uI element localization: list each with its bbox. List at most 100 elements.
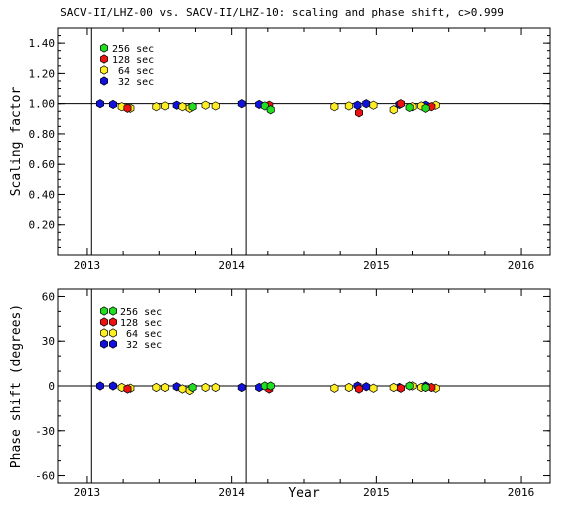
data-point — [355, 384, 363, 394]
scaling-factor-panel: 0.200.400.600.801.001.201.40 2013 2014 201… — [9, 27, 551, 272]
legend-label: 256 sec — [120, 307, 162, 318]
legend-marker — [100, 43, 108, 53]
legend-marker — [109, 306, 117, 316]
data-point — [108, 99, 117, 110]
series-64-sec — [117, 100, 440, 115]
x-tick-label: 2013 — [74, 486, 101, 499]
phase-shift-panel: 60 30 0 -30 -60 2013 2014 2015 2016 256 sec128 … — [9, 288, 551, 501]
y-tick-label: 30 — [42, 335, 55, 348]
legend-marker — [100, 65, 108, 75]
data-point — [362, 99, 371, 109]
y-tick-label: 60 — [42, 290, 55, 303]
data-point — [344, 382, 353, 393]
y-axis-ticks: 60 30 0 -30 -60 — [35, 290, 550, 483]
legend-marker — [109, 328, 117, 338]
data-point — [355, 108, 363, 118]
y-tick-label: 0.20 — [29, 219, 56, 232]
series-64-sec — [117, 381, 440, 396]
data-point — [266, 105, 275, 115]
y-tick-label: 1.20 — [29, 67, 56, 80]
x-axis-label: Year — [288, 486, 319, 501]
legend-label: 256 sec — [112, 44, 154, 55]
data-point — [152, 382, 161, 393]
y-axis-ticks: 0.20 0.40 0.60 0.80 1.00 1.20 1.40 — [29, 27, 550, 256]
legend-label: 128 sec — [120, 318, 162, 329]
x-tick-label: 2014 — [218, 259, 245, 272]
data-point — [95, 99, 104, 109]
data-point — [389, 105, 398, 115]
data-point — [108, 381, 117, 391]
y-tick-label: 0.40 — [29, 188, 56, 201]
data-point — [396, 383, 405, 393]
series-128-sec — [123, 382, 436, 394]
data-point — [405, 381, 414, 391]
x-axis-ticks: 2013 2014 2015 2016 — [74, 289, 535, 499]
data-point — [161, 101, 170, 111]
data-point — [396, 99, 405, 109]
data-point — [353, 100, 362, 110]
x-tick-label: 2013 — [74, 259, 101, 272]
data-point — [161, 382, 170, 393]
data-point — [330, 102, 339, 112]
data-point — [421, 382, 430, 393]
legend-marker — [109, 339, 117, 349]
data-point — [178, 384, 187, 394]
x-tick-label: 2016 — [508, 259, 535, 272]
y-tick-label: -60 — [35, 470, 55, 483]
data-point — [369, 383, 378, 393]
data-point — [330, 383, 339, 393]
x-tick-label: 2015 — [363, 486, 390, 499]
legend-marker — [100, 306, 108, 316]
legend-label: 128 sec — [112, 55, 154, 66]
data-point — [178, 102, 187, 112]
data-point — [211, 101, 220, 111]
data-point — [405, 102, 414, 113]
series-128-sec — [123, 99, 436, 118]
y-tick-label: 0.80 — [29, 128, 56, 141]
vertical-markers — [90, 28, 247, 255]
data-point — [369, 100, 378, 110]
data-point — [95, 381, 104, 391]
data-point — [237, 99, 246, 109]
data-point — [421, 103, 430, 113]
legend-marker — [109, 317, 117, 327]
y-axis-label: Scaling factor — [9, 87, 24, 197]
series-256-sec — [188, 101, 430, 115]
legend-label: 64 sec — [120, 329, 162, 340]
data-point — [152, 102, 161, 112]
x-tick-label: 2014 — [218, 486, 245, 499]
legend-marker — [100, 328, 108, 338]
chart-title: SACV-II/LHZ-00 vs. SACV-II/LHZ-10: scali… — [60, 6, 504, 19]
data-point — [201, 100, 210, 110]
legend-label: 32 sec — [120, 340, 162, 351]
x-tick-label: 2016 — [508, 486, 535, 499]
data-point — [362, 382, 371, 392]
series-256-sec — [188, 381, 430, 393]
legend-marker — [100, 76, 108, 86]
data-point — [123, 103, 132, 113]
data-point — [201, 382, 210, 393]
legend-marker — [100, 317, 108, 327]
y-axis-label: Phase shift (degrees) — [9, 304, 24, 468]
data-point — [389, 382, 398, 393]
y-tick-label: 1.40 — [29, 37, 56, 50]
data-point — [237, 382, 246, 393]
legend-marker — [100, 339, 108, 349]
data-point — [211, 382, 220, 393]
y-tick-label: 0 — [48, 380, 55, 393]
x-axis-ticks: 2013 2014 2015 2016 — [74, 28, 535, 272]
data-points — [95, 99, 440, 118]
legend-label: 32 sec — [112, 77, 154, 88]
legend-label: 64 sec — [112, 66, 154, 77]
y-tick-label: 1.00 — [29, 98, 56, 111]
data-point — [123, 384, 132, 394]
data-point — [344, 101, 353, 111]
data-point — [188, 382, 197, 393]
data-point — [188, 102, 197, 112]
data-point — [266, 381, 275, 391]
x-tick-label: 2015 — [363, 259, 390, 272]
data-points — [95, 381, 440, 396]
